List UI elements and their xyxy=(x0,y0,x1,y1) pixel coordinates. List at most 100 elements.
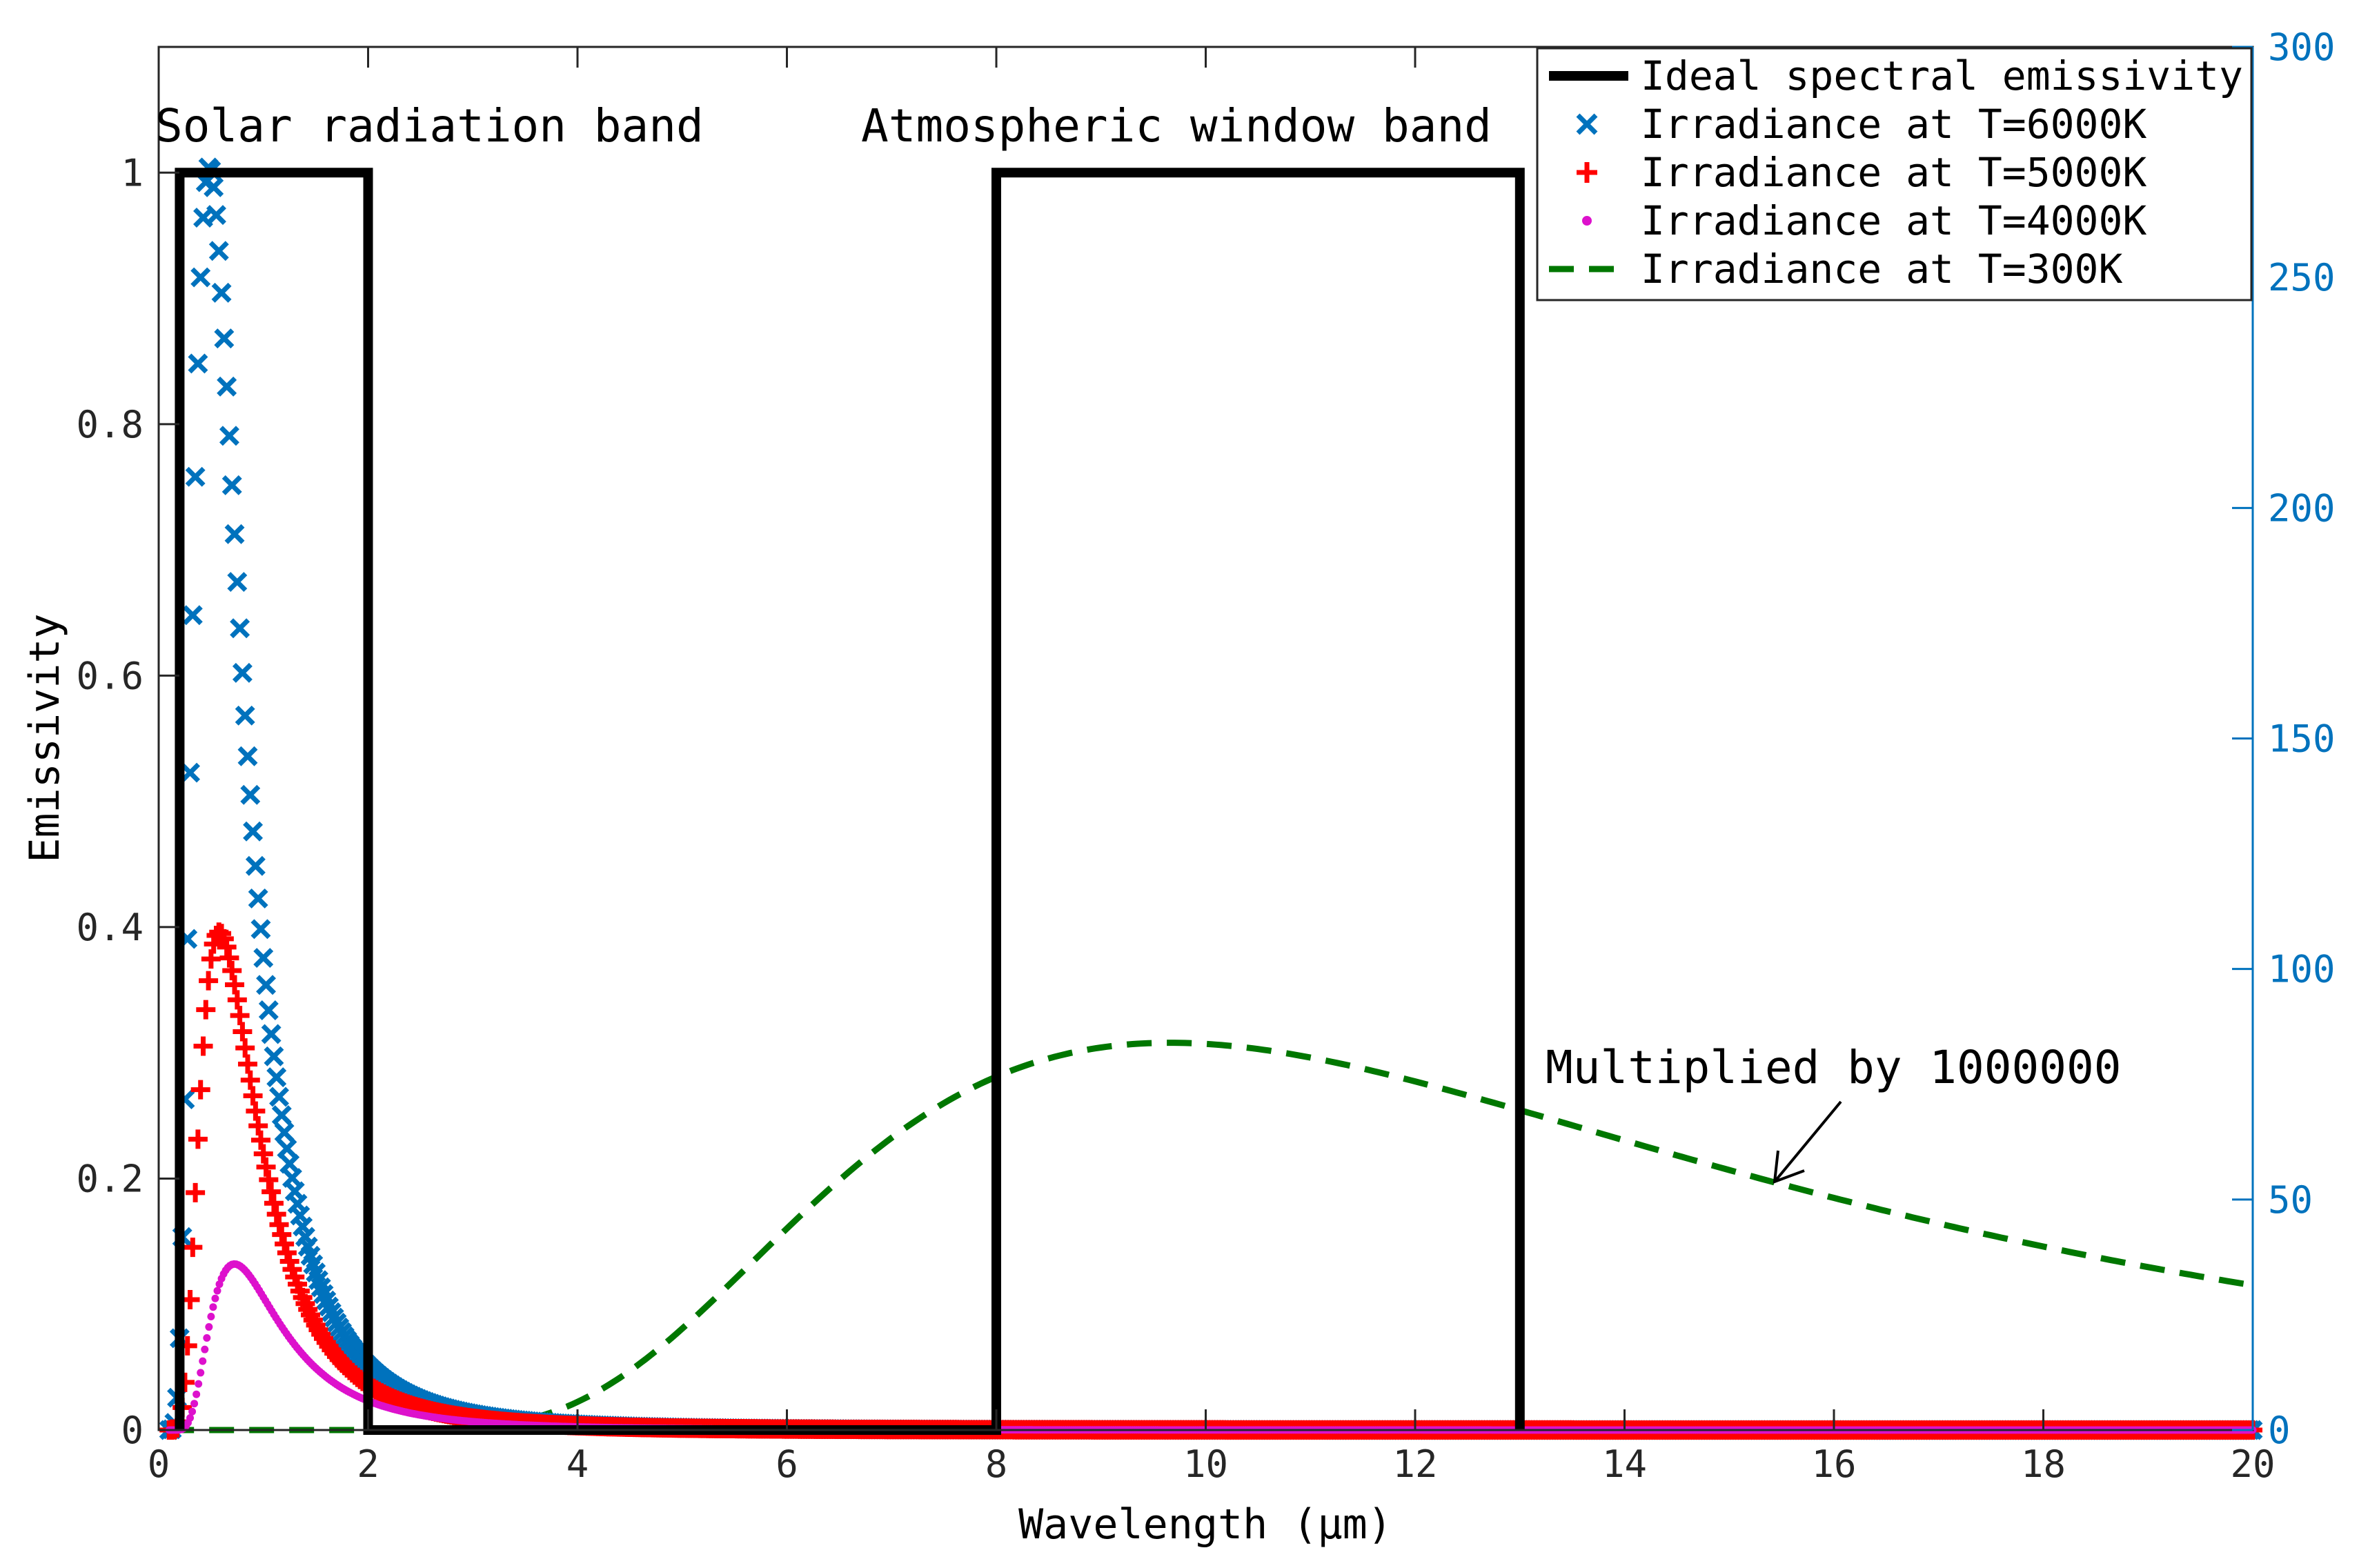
x-tick-label: 6 xyxy=(776,1442,798,1486)
series-t6000-marker xyxy=(266,1067,287,1088)
series-t4000-marker xyxy=(193,1390,201,1398)
series-t6000-marker xyxy=(182,605,203,626)
series-t5000-marker xyxy=(227,990,247,1010)
series-t5000-marker xyxy=(266,1204,286,1224)
series-t4000-marker xyxy=(197,1369,205,1377)
series-t5000-marker xyxy=(275,1234,295,1254)
x-tick-label: 10 xyxy=(1183,1442,1228,1486)
legend-label: Ideal spectral emissivity xyxy=(1641,52,2243,99)
series-t6000-marker xyxy=(180,762,200,783)
series-t5000-marker xyxy=(269,1215,289,1235)
series-t5000-marker xyxy=(183,1238,203,1258)
series-t4000-marker xyxy=(205,1323,213,1331)
series-t6000-marker xyxy=(271,1105,292,1126)
series-t4000-marker xyxy=(190,1400,199,1408)
series-t6000-marker xyxy=(211,282,232,303)
series-t5000-marker xyxy=(237,1054,257,1074)
series-t5000-marker xyxy=(256,1157,276,1177)
x-tick-label: 12 xyxy=(1392,1442,1437,1486)
series-t6000-marker xyxy=(221,475,242,495)
series-t5000-marker xyxy=(235,1038,255,1058)
series-t5000-marker xyxy=(233,1022,253,1042)
annotation-solar-band: Solar radiation band xyxy=(155,99,704,152)
x-tick-label: 14 xyxy=(1602,1442,1647,1486)
series-t6000-marker xyxy=(274,1122,295,1143)
y-right-tick-label: 50 xyxy=(2268,1178,2313,1222)
series-t4000-marker xyxy=(213,1287,221,1295)
y-right-tick-label: 200 xyxy=(2268,486,2336,530)
series-t6000-marker xyxy=(279,1153,300,1174)
series-t6000-marker xyxy=(269,1086,289,1107)
series-t5000-marker xyxy=(272,1224,292,1244)
annotation-window-band: Atmospheric window band xyxy=(861,99,1492,152)
series-t6000-marker xyxy=(235,705,255,726)
series-t6000-marker xyxy=(248,888,268,909)
y-axis-title-left: Emissivity xyxy=(21,613,69,862)
series-t6000-marker xyxy=(264,1046,284,1066)
series-t4000-marker xyxy=(201,1345,209,1353)
y-left-tick-label: 0.8 xyxy=(76,403,144,446)
y-left-tick-label: 0.6 xyxy=(76,654,144,697)
series-t5000-marker xyxy=(190,1080,210,1100)
legend-box xyxy=(1536,47,2253,301)
series-t5000-marker xyxy=(196,1000,216,1020)
y-right-tick-label: 100 xyxy=(2268,948,2336,991)
series-t5000-marker xyxy=(259,1170,279,1190)
series-t5000-marker xyxy=(243,1086,263,1106)
y-right-tick-label: 0 xyxy=(2268,1409,2291,1452)
y-right-tick-label: 250 xyxy=(2268,256,2336,299)
legend-swatch-t4000 xyxy=(1582,216,1592,226)
series-t6000-marker xyxy=(206,205,226,226)
y-left-tick-label: 0.2 xyxy=(76,1157,144,1200)
y-right-tick-label: 300 xyxy=(2268,26,2336,69)
y-right-tick-label: 150 xyxy=(2268,717,2336,761)
series-t5000-marker xyxy=(201,949,221,969)
series-t5000-marker xyxy=(248,1116,268,1136)
series-t4000-marker xyxy=(209,1303,217,1311)
series-t5000-marker xyxy=(188,1129,208,1149)
annotation-arrow xyxy=(1773,1100,1842,1184)
series-t6000-marker xyxy=(230,618,250,639)
series-t300-line xyxy=(169,1040,2253,1433)
legend-label: Irradiance at T=300K xyxy=(1641,246,2122,292)
series-t5000-marker xyxy=(222,960,242,980)
series-t5000-marker xyxy=(219,948,239,968)
y-left-tick-label: 1 xyxy=(121,151,144,195)
legend-label: Irradiance at T=5000K xyxy=(1641,149,2146,196)
x-axis-title: Wavelength (μm) xyxy=(1018,1500,1392,1549)
legend-label: Irradiance at T=4000K xyxy=(1641,197,2146,244)
x-tick-label: 20 xyxy=(2230,1442,2275,1486)
series-t6000-marker xyxy=(237,746,258,766)
series-t4000-marker xyxy=(186,1414,195,1422)
x-tick-label: 2 xyxy=(357,1442,379,1486)
series-t4000-marker xyxy=(203,1334,211,1342)
x-tick-label: 4 xyxy=(566,1442,589,1486)
series-t6000-marker xyxy=(214,328,235,349)
annotation-multiplier: Multiplied by 1000000 xyxy=(1546,1041,2121,1094)
series-t6000-marker xyxy=(227,572,248,593)
series-t5000-marker xyxy=(225,975,245,995)
y-left-tick-label: 0.4 xyxy=(76,906,144,949)
series-t5000-marker xyxy=(240,1070,260,1090)
series-t4000-marker xyxy=(207,1313,215,1321)
series-t6000-marker xyxy=(190,267,211,288)
series-t5000-marker xyxy=(250,1130,270,1150)
series-t6000-marker xyxy=(208,241,229,261)
x-tick-label: 0 xyxy=(148,1442,170,1486)
series-t5000-marker xyxy=(253,1144,273,1164)
x-tick-label: 8 xyxy=(985,1442,1008,1486)
series-t6000-marker xyxy=(253,948,274,969)
x-tick-label: 18 xyxy=(2021,1442,2066,1486)
series-t4000-marker xyxy=(188,1407,197,1416)
series-t6000-marker xyxy=(261,1024,282,1044)
series-t6000-marker xyxy=(243,821,264,842)
series-t6000-marker xyxy=(217,376,237,397)
series-t4000-marker xyxy=(195,1380,203,1388)
series-t6000-marker xyxy=(188,353,208,374)
legend-label: Irradiance at T=6000K xyxy=(1641,101,2146,148)
series-t5000-marker xyxy=(261,1182,282,1202)
series-t5000-marker xyxy=(230,1006,250,1026)
series-t5000-marker xyxy=(186,1182,206,1202)
